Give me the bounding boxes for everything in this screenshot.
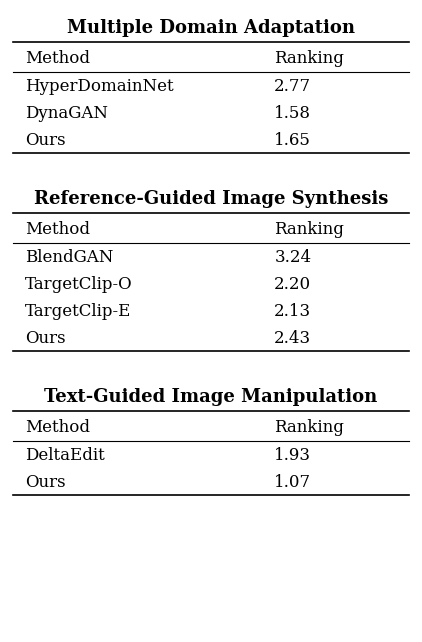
Text: 1.65: 1.65	[274, 132, 311, 150]
Text: Ours: Ours	[25, 331, 66, 347]
Text: TargetClip-O: TargetClip-O	[25, 276, 133, 293]
Text: DeltaEdit: DeltaEdit	[25, 447, 105, 464]
Text: Ours: Ours	[25, 132, 66, 150]
Text: 2.20: 2.20	[274, 276, 311, 293]
Text: 1.07: 1.07	[274, 474, 311, 491]
Text: 1.58: 1.58	[274, 105, 311, 123]
Text: Method: Method	[25, 50, 90, 67]
Text: 2.43: 2.43	[274, 331, 311, 347]
Text: Method: Method	[25, 419, 90, 436]
Text: Ours: Ours	[25, 474, 66, 491]
Text: Multiple Domain Adaptation: Multiple Domain Adaptation	[67, 19, 355, 37]
Text: DynaGAN: DynaGAN	[25, 105, 108, 123]
Text: 3.24: 3.24	[274, 249, 311, 266]
Text: Ranking: Ranking	[274, 419, 344, 436]
Text: Ranking: Ranking	[274, 50, 344, 67]
Text: 1.93: 1.93	[274, 447, 311, 464]
Text: Reference-Guided Image Synthesis: Reference-Guided Image Synthesis	[34, 189, 388, 207]
Text: HyperDomainNet: HyperDomainNet	[25, 78, 174, 96]
Text: TargetClip-E: TargetClip-E	[25, 304, 132, 320]
Text: Method: Method	[25, 221, 90, 238]
Text: Text-Guided Image Manipulation: Text-Guided Image Manipulation	[44, 388, 378, 406]
Text: 2.13: 2.13	[274, 304, 311, 320]
Text: Ranking: Ranking	[274, 221, 344, 238]
Text: 2.77: 2.77	[274, 78, 311, 96]
Text: BlendGAN: BlendGAN	[25, 249, 114, 266]
